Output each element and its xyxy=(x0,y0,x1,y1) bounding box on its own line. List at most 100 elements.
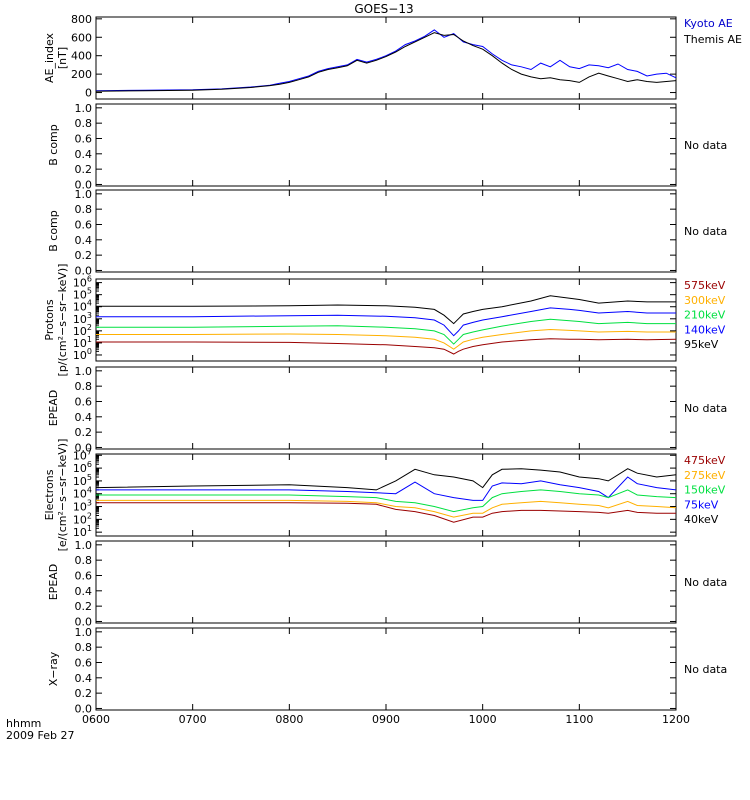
y-tick-label: 0.6 xyxy=(75,395,93,408)
side-label: 95keV xyxy=(684,338,719,351)
y-tick-label: 0 xyxy=(85,87,92,100)
y-axis-units: [nT] xyxy=(56,47,69,69)
time-axis-date: 2009 Feb 27 xyxy=(6,729,74,742)
series-475kev xyxy=(96,502,676,523)
y-tick-label: 0.0 xyxy=(75,615,93,628)
y-axis-units: [e/(cm²−s−sr−keV)] xyxy=(56,439,69,552)
y-tick-label: 0.8 xyxy=(75,203,93,216)
x-tick-label: 1000 xyxy=(469,713,497,726)
y-tick-label: 200 xyxy=(71,68,92,81)
y-axis-units: [p/(cm²−s−sr−keV)] xyxy=(56,264,69,377)
y-axis-label: B comp xyxy=(47,124,60,166)
y-tick-label: 1.0 xyxy=(75,539,93,552)
y-tick-label: 0.6 xyxy=(75,218,93,231)
y-tick-label: 0.4 xyxy=(75,411,93,424)
time-axis: hhmm 2009 Feb 27 0600 0700 0800 0900 1000 110… xyxy=(6,713,690,742)
panel-frame xyxy=(95,189,677,273)
panel-bcomp1: 1.0 0.8 0.6 0.4 0.2 0.0 B comp No data xyxy=(47,102,727,192)
y-tick-label: 0.2 xyxy=(75,426,93,439)
side-label: 275keV xyxy=(684,469,726,482)
y-tick-label: 1.0 xyxy=(75,626,93,639)
x-tick-label: 0900 xyxy=(372,713,400,726)
y-tick-label: 0.6 xyxy=(75,132,93,145)
y-tick-label: 1.0 xyxy=(75,102,93,115)
y-tick-label: 0.0 xyxy=(75,702,93,715)
y-axis-label: X−ray xyxy=(47,651,60,686)
x-tick-label: 0700 xyxy=(179,713,207,726)
y-axis-label: Protons xyxy=(43,299,56,340)
side-label: 150keV xyxy=(684,484,726,497)
panel-frame xyxy=(95,16,677,100)
y-tick-label: 0.2 xyxy=(75,163,93,176)
series-75kev xyxy=(96,476,677,501)
y-axis-label: Electrons xyxy=(43,469,56,520)
side-label: No data xyxy=(684,663,727,676)
x-tick-label: 1100 xyxy=(565,713,593,726)
panel-epead2: 1.0 0.8 0.6 0.4 0.2 0.0 EPEAD No data xyxy=(47,539,727,629)
series-150kev xyxy=(96,489,677,513)
plot-title: GOES−13 xyxy=(354,2,413,16)
y-tick-label: 0.8 xyxy=(75,641,93,654)
side-label: 40keV xyxy=(684,513,719,526)
y-tick-label: 0.8 xyxy=(75,554,93,567)
y-tick-label: 0.2 xyxy=(75,687,93,700)
side-label: 75keV xyxy=(684,498,719,511)
y-tick-label: 0.4 xyxy=(75,672,93,685)
panel-stack: 800 600 400 200 0 AE_index [nT] Kyoto AE Themis … xyxy=(43,13,742,716)
y-tick-label: 0.6 xyxy=(75,569,93,582)
x-tick-label: 1200 xyxy=(662,713,690,726)
series-kyoto-ae xyxy=(95,29,677,92)
series-40kev xyxy=(95,468,677,491)
y-tick-label: 1.0 xyxy=(75,188,93,201)
side-label: No data xyxy=(684,225,727,238)
y-axis-label: B comp xyxy=(47,210,60,252)
y-tick-label: 0.4 xyxy=(75,234,93,247)
y-tick-label: 100 xyxy=(73,347,92,362)
side-label: 210keV xyxy=(684,309,726,322)
panel-frame xyxy=(95,366,677,450)
series-95kev xyxy=(96,295,676,325)
series-300kev xyxy=(96,328,676,350)
side-label: 575keV xyxy=(684,279,726,292)
side-label: 475keV xyxy=(684,454,726,467)
y-tick-label: 800 xyxy=(71,13,92,26)
panel-frame xyxy=(95,278,677,362)
series-140kev xyxy=(96,307,676,337)
y-tick-label: 0.2 xyxy=(75,600,93,613)
panel-frame xyxy=(95,103,677,187)
series-210kev xyxy=(96,318,676,345)
series-themis-ae xyxy=(95,32,677,92)
side-label: 140keV xyxy=(684,323,726,336)
y-tick-label: 1.0 xyxy=(75,365,93,378)
panel-ae: 800 600 400 200 0 AE_index [nT] Kyoto AE Themis … xyxy=(43,13,742,100)
side-label: Kyoto AE xyxy=(684,17,733,30)
y-tick-label: 101 xyxy=(73,524,92,539)
x-tick-label: 0600 xyxy=(82,713,110,726)
y-axis-label: AE_index xyxy=(43,32,56,83)
y-tick-label: 0.0 xyxy=(75,178,93,191)
y-tick-label: 0.4 xyxy=(75,585,93,598)
x-tick-label: 0800 xyxy=(275,713,303,726)
side-label: Themis AE xyxy=(683,33,742,46)
y-tick-label: 0.2 xyxy=(75,249,93,262)
time-axis-label: hhmm xyxy=(6,717,41,730)
side-label: No data xyxy=(684,576,727,589)
y-tick-label: 0.0 xyxy=(75,441,93,454)
panel-frame xyxy=(95,540,677,624)
panel-epead1: 1.0 0.8 0.6 0.4 0.2 0.0 EPEAD No data xyxy=(47,365,727,455)
y-tick-label: 600 xyxy=(71,31,92,44)
panel-bcomp2: 1.0 0.8 0.6 0.4 0.2 0.0 B comp No data xyxy=(47,188,727,278)
side-label: 300keV xyxy=(684,294,726,307)
series-275kev xyxy=(96,499,677,518)
side-label: No data xyxy=(684,402,727,415)
series-575kev xyxy=(96,338,677,355)
panel-frame xyxy=(95,627,677,711)
panel-xray: 1.0 0.8 0.6 0.4 0.2 0.0 X−ray No data xyxy=(47,626,727,716)
y-tick-label: 0.4 xyxy=(75,148,93,161)
y-tick-label: 0.8 xyxy=(75,380,93,393)
y-axis-label: EPEAD xyxy=(47,564,60,601)
side-label: No data xyxy=(684,139,727,152)
